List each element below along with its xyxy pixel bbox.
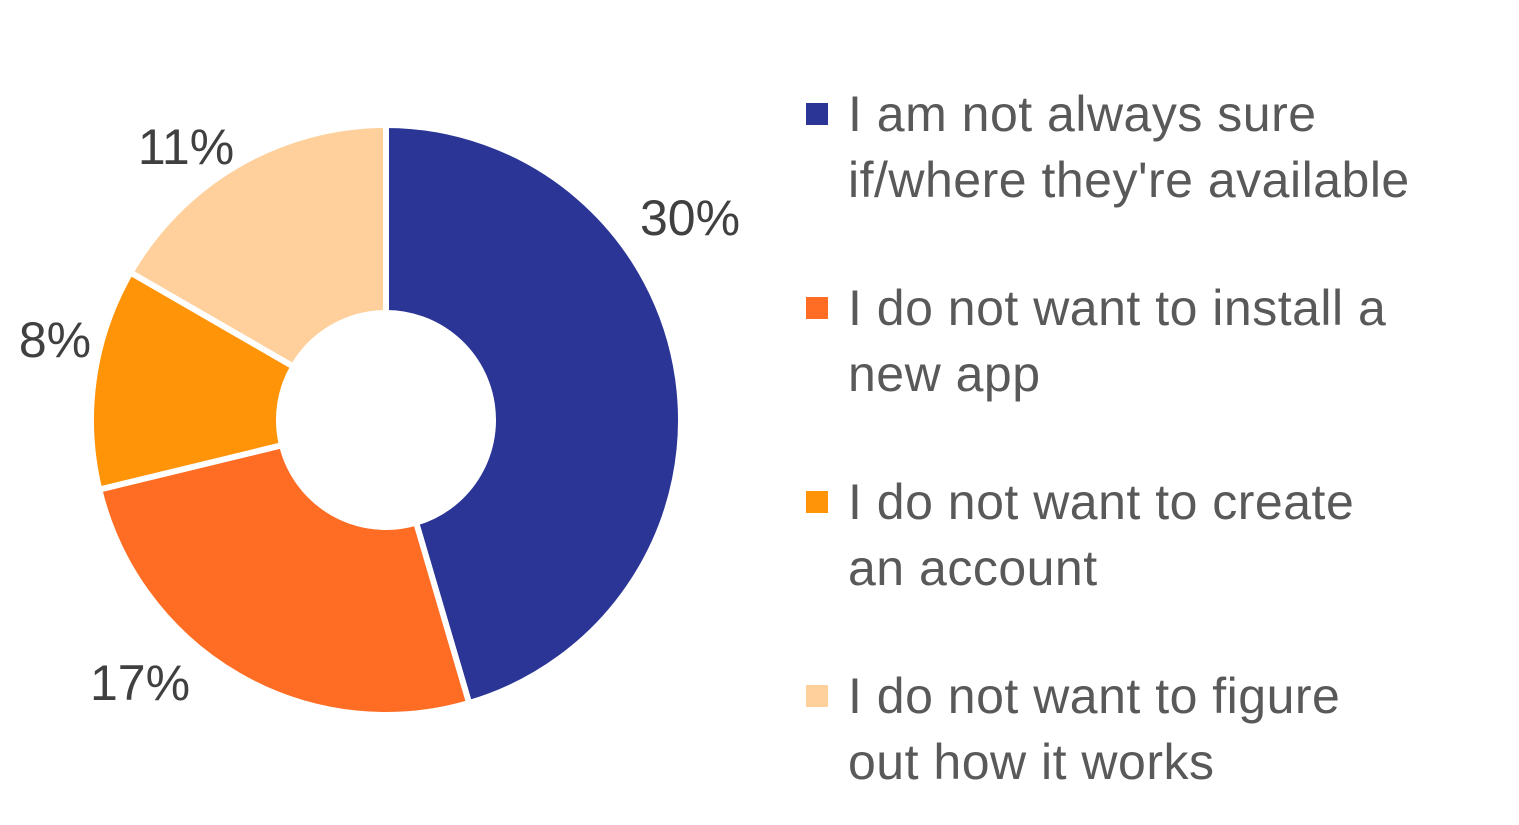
svg-text:I do not want to figure: I do not want to figure out how it works <box>848 668 1355 790</box>
legend-swatch <box>806 297 828 319</box>
slice-label-0: 30% <box>640 190 740 246</box>
legend-swatch <box>806 491 828 513</box>
legend-line-2: new app <box>848 346 1041 402</box>
legend-swatch <box>806 685 828 707</box>
svg-text:I am not always sure i: I am not always sure if/where they're av… <box>848 86 1410 208</box>
svg-text:I do not want to install a: I do not want to install a new app <box>848 280 1401 402</box>
donut-slices <box>88 121 684 718</box>
legend-swatch <box>806 103 828 125</box>
donut-slice-1 <box>95 441 473 718</box>
slice-label-3: 11% <box>138 119 234 175</box>
legend-entry: I do not want to figure out how it works <box>806 668 1355 790</box>
slice-label-1: 17% <box>90 655 190 711</box>
svg-text:I do not want to create: I do not want to create an account <box>848 474 1369 596</box>
legend-line-1: I am not always sure <box>848 86 1317 142</box>
legend-entry: I do not want to install a new app <box>806 280 1401 402</box>
legend: I am not always sure if/where they're av… <box>806 86 1410 790</box>
slice-label-2: 8% <box>19 312 91 368</box>
legend-entry: I am not always sure if/where they're av… <box>806 86 1410 208</box>
legend-line-1: I do not want to create <box>848 474 1354 530</box>
legend-line-1: I do not want to install a <box>848 280 1386 336</box>
legend-line-2: if/where they're available <box>848 152 1410 208</box>
slice-labels: 30% 17% 8% 11% <box>19 119 740 711</box>
legend-line-1: I do not want to figure <box>848 668 1340 724</box>
donut-slice-3 <box>126 121 389 371</box>
legend-line-2: an account <box>848 540 1098 596</box>
donut-slice-2 <box>88 268 298 494</box>
donut-slice-0 <box>383 121 684 707</box>
legend-entry: I do not want to create an account <box>806 474 1369 596</box>
legend-line-2: out how it works <box>848 734 1214 790</box>
